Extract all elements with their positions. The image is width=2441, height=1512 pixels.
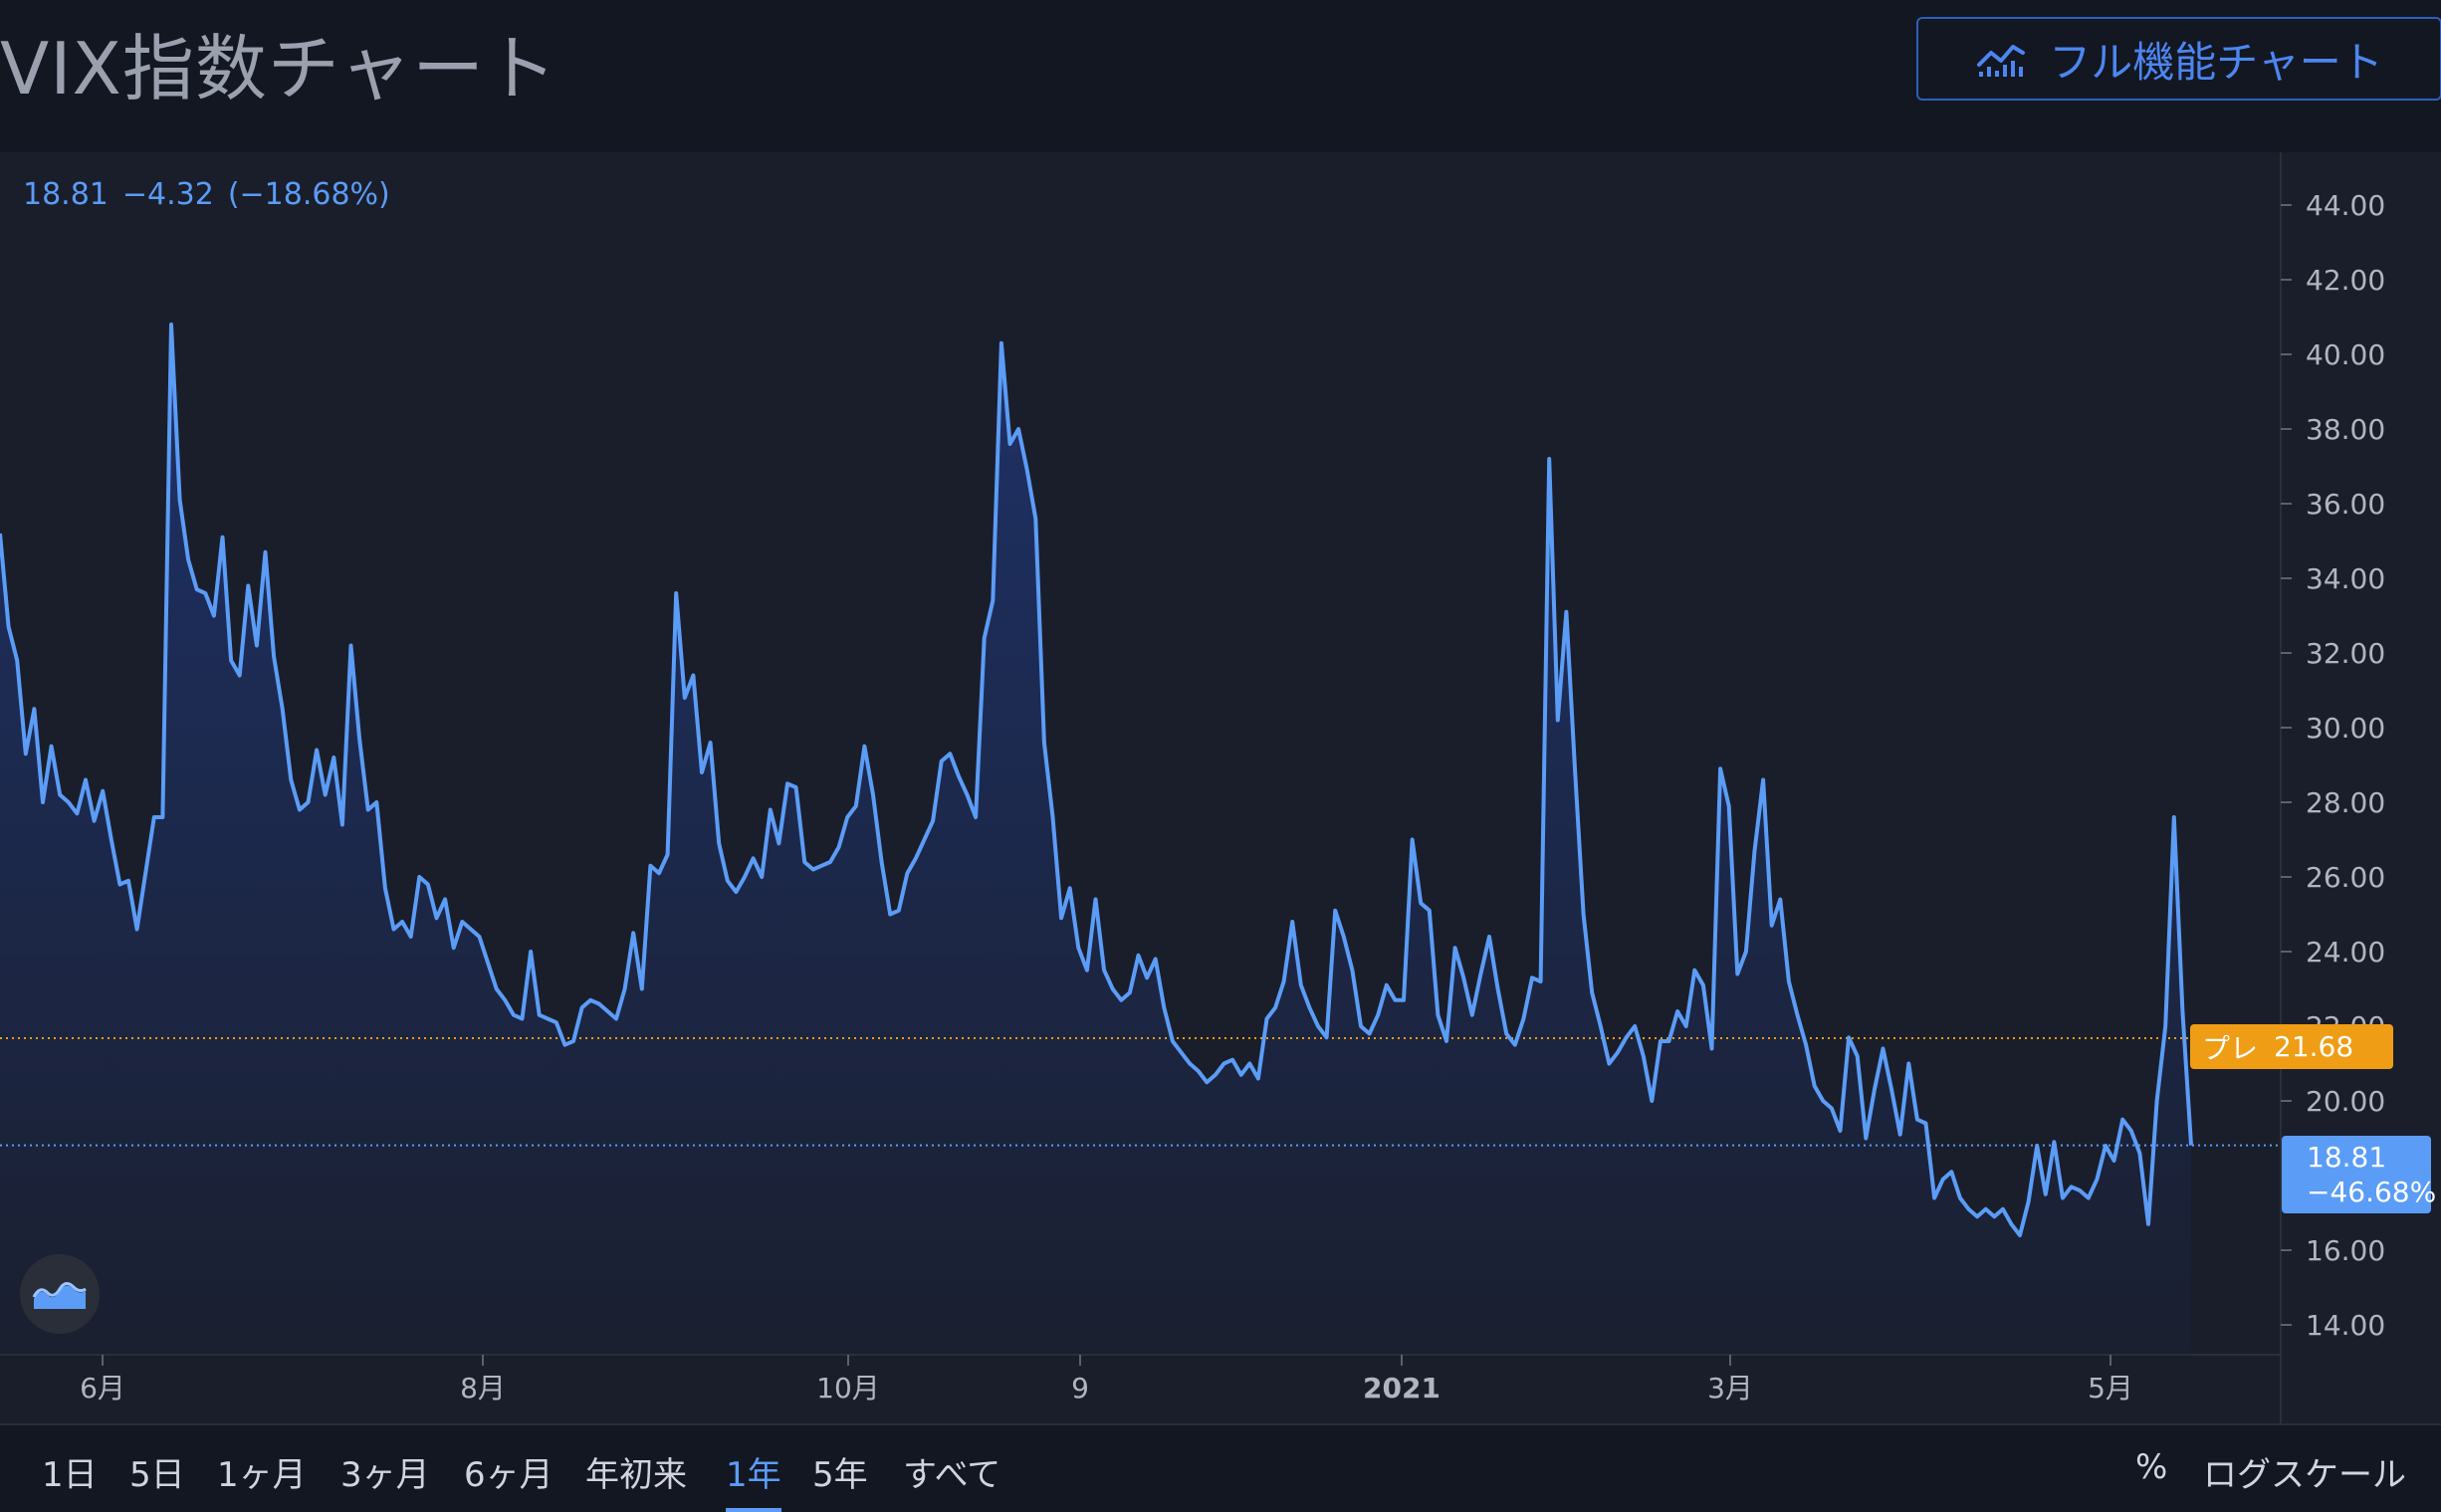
y-tick-label: 14.00	[2306, 1309, 2385, 1342]
timeframe-1d[interactable]: 1日	[42, 1455, 98, 1495]
log-scale-toggle[interactable]: ログスケール	[2203, 1455, 2406, 1495]
timeframe-6m[interactable]: 6ヶ月	[464, 1455, 554, 1495]
full-chart-label: フル機能チャート	[2049, 37, 2383, 87]
tradingview-logo-button[interactable]	[20, 1254, 100, 1334]
y-tick-label: 42.00	[2306, 264, 2385, 297]
bottom-toolbar: 1日 5日 1ヶ月 3ヶ月 6ヶ月 年初来 1年 5年 すべて % ログスケール	[0, 1423, 2441, 1512]
legend-price: 18.81	[23, 177, 109, 212]
y-tick-label: 26.00	[2306, 861, 2385, 894]
y-tick-label: 30.00	[2306, 712, 2385, 745]
x-tick-label: 6月	[80, 1372, 125, 1404]
last-price-tag: 18.81 −46.68%	[2282, 1136, 2437, 1213]
y-tick-label: 24.00	[2306, 936, 2385, 969]
last-price-value: 18.81	[2307, 1141, 2387, 1174]
x-tick-label: 10月	[816, 1372, 880, 1404]
price-area-fill	[0, 324, 2191, 1355]
percent-scale-toggle[interactable]: %	[2135, 1447, 2168, 1487]
x-tick-label: 3月	[1707, 1372, 1753, 1404]
y-tick-label: 16.00	[2306, 1234, 2385, 1267]
timeframe-1m[interactable]: 1ヶ月	[217, 1455, 307, 1495]
y-tick-label: 36.00	[2306, 488, 2385, 521]
timeframe-3m[interactable]: 3ヶ月	[340, 1455, 430, 1495]
premarket-value: 21.68	[2274, 1030, 2354, 1063]
tradingview-logo-icon	[32, 1282, 87, 1309]
x-tick-label: 2021	[1363, 1372, 1441, 1404]
y-tick-label: 28.00	[2306, 786, 2385, 819]
timeframe-ytd[interactable]: 年初来	[585, 1455, 687, 1495]
premarket-price-tag: プレ 21.68	[2190, 1024, 2393, 1069]
y-tick-label: 38.00	[2306, 413, 2385, 446]
x-tick-label: 9	[1071, 1372, 1089, 1404]
timeframe-5y[interactable]: 5年	[812, 1455, 868, 1495]
x-tick-label: 8月	[460, 1372, 506, 1404]
last-price-change: −46.68%	[2307, 1176, 2437, 1208]
y-tick-label: 20.00	[2306, 1085, 2385, 1118]
timeframe-1y[interactable]: 1年	[726, 1447, 781, 1512]
timeframe-all[interactable]: すべて	[903, 1455, 1001, 1495]
full-chart-button[interactable]: フル機能チャート	[1916, 17, 2441, 101]
premarket-label: プレ	[2202, 1031, 2259, 1065]
y-tick-label: 44.00	[2306, 189, 2385, 222]
legend-change: −4.32	[121, 177, 214, 212]
vix-chart[interactable]: 44.00 42.00 40.00 38.00 36.00 34.00 32.00 30.00…	[0, 152, 2441, 1423]
y-tick-label: 40.00	[2306, 338, 2385, 371]
price-series-line	[0, 323, 2193, 1237]
y-tick-label: 32.00	[2306, 637, 2385, 670]
chart-line-icon	[1977, 45, 2026, 77]
price-legend: 18.81 −4.32 (−18.68%)	[23, 177, 404, 212]
x-tick-label: 5月	[2088, 1372, 2133, 1404]
timeframe-5d[interactable]: 5日	[129, 1455, 185, 1495]
page-title: VIX指数チャート	[0, 27, 558, 110]
legend-change-pct: (−18.68%)	[227, 177, 390, 212]
y-tick-label: 34.00	[2306, 562, 2385, 595]
